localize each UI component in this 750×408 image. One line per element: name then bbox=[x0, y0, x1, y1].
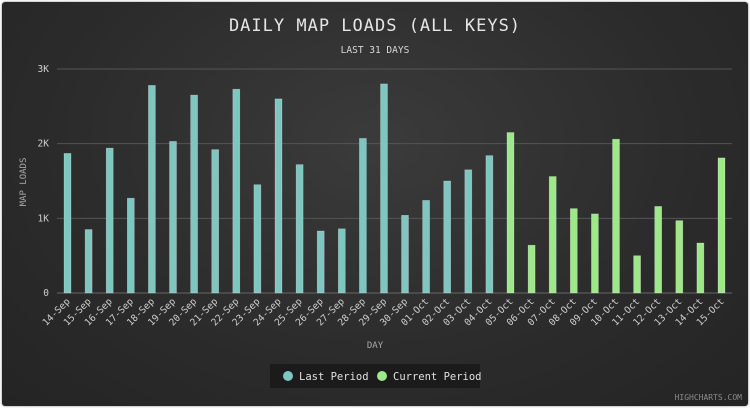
bar-last-period-28-Sep[interactable] bbox=[359, 138, 367, 294]
bar-current-period-15-Oct[interactable] bbox=[717, 157, 726, 294]
legend-item-last-period[interactable]: Last Period bbox=[283, 371, 369, 383]
bar-last-period-15-Sep[interactable] bbox=[84, 229, 93, 294]
bars-layer bbox=[63, 83, 726, 294]
bar-last-period-17-Sep[interactable] bbox=[127, 197, 135, 294]
y-tick-label: 3K bbox=[38, 64, 50, 75]
bar-last-period-03-Oct[interactable] bbox=[464, 169, 473, 294]
y-tick-label: 0 bbox=[43, 288, 49, 299]
legend-label-last-period: Last Period bbox=[299, 371, 369, 383]
bar-current-period-13-Oct[interactable] bbox=[675, 220, 684, 294]
y-tick-label: 2K bbox=[38, 139, 50, 150]
bar-current-period-10-Oct[interactable] bbox=[612, 138, 620, 294]
bar-last-period-22-Sep[interactable] bbox=[232, 88, 241, 294]
bar-last-period-04-Oct[interactable] bbox=[485, 155, 494, 294]
legend-marker-last-period bbox=[283, 371, 293, 381]
legend-item-current-period[interactable]: Current Period bbox=[377, 371, 482, 383]
bar-last-period-26-Sep[interactable] bbox=[316, 230, 325, 294]
bar-last-period-21-Sep[interactable] bbox=[211, 149, 219, 294]
chart-title: DAILY MAP LOADS (ALL KEYS) bbox=[229, 16, 521, 36]
bar-last-period-24-Sep[interactable] bbox=[274, 98, 283, 294]
y-axis-title: MAP LOADS bbox=[19, 158, 29, 207]
bar-last-period-01-Oct[interactable] bbox=[422, 200, 430, 294]
legend-label-current-period: Current Period bbox=[393, 371, 482, 383]
bar-last-period-27-Sep[interactable] bbox=[337, 228, 346, 294]
credits-link[interactable]: HIGHCHARTS.COM bbox=[675, 393, 743, 402]
legend-marker-current-period bbox=[377, 371, 387, 381]
bar-last-period-29-Sep[interactable] bbox=[380, 83, 388, 294]
legend-background bbox=[270, 364, 480, 388]
bar-last-period-16-Sep[interactable] bbox=[105, 147, 114, 294]
x-axis-labels: 14-Sep15-Sep16-Sep17-Sep18-Sep19-Sep20-S… bbox=[41, 296, 727, 328]
bar-last-period-25-Sep[interactable] bbox=[295, 164, 304, 294]
bar-current-period-06-Oct[interactable] bbox=[527, 244, 536, 294]
x-axis-title: DAY bbox=[367, 341, 384, 351]
bar-last-period-14-Sep[interactable] bbox=[63, 153, 72, 294]
bar-current-period-12-Oct[interactable] bbox=[654, 206, 663, 294]
legend: Last Period Current Period bbox=[270, 364, 482, 388]
bar-current-period-05-Oct[interactable] bbox=[506, 132, 515, 294]
bar-current-period-11-Oct[interactable] bbox=[633, 255, 641, 294]
bar-last-period-30-Sep[interactable] bbox=[401, 215, 409, 294]
bar-last-period-18-Sep[interactable] bbox=[148, 85, 156, 294]
bar-current-period-07-Oct[interactable] bbox=[548, 176, 557, 294]
bar-last-period-20-Sep[interactable] bbox=[190, 94, 198, 294]
bar-current-period-14-Oct[interactable] bbox=[696, 242, 705, 294]
bar-last-period-23-Sep[interactable] bbox=[253, 184, 262, 294]
bar-current-period-08-Oct[interactable] bbox=[569, 208, 578, 294]
bar-current-period-09-Oct[interactable] bbox=[591, 213, 599, 294]
chart-subtitle: LAST 31 DAYS bbox=[341, 45, 410, 56]
bar-last-period-19-Sep[interactable] bbox=[169, 141, 177, 294]
bar-last-period-02-Oct[interactable] bbox=[443, 180, 452, 294]
y-tick-label: 1K bbox=[38, 213, 50, 224]
